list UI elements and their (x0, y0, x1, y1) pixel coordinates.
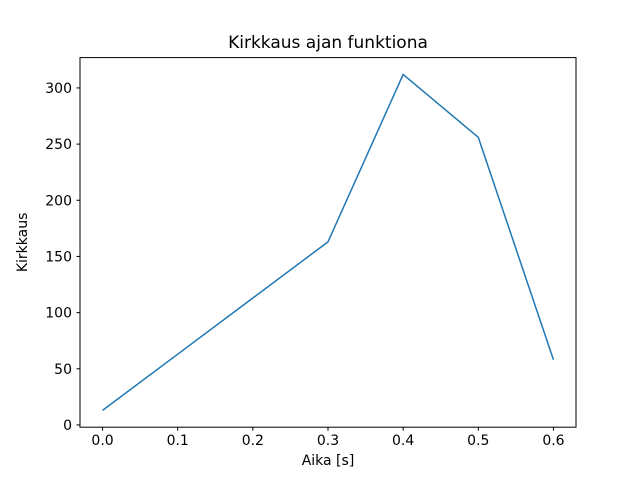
y-tick-label: 100 (45, 306, 72, 322)
x-tick-label: 0.4 (392, 433, 414, 449)
x-tick-label: 0.5 (467, 433, 489, 449)
x-axis-label: Aika [s] (302, 453, 355, 469)
series-layer (102, 73, 555, 411)
x-tick-label: 0.0 (91, 433, 113, 449)
y-tick-label: 50 (54, 362, 72, 378)
x-tick-label: 0.3 (317, 433, 339, 449)
x-tick-label: 0.1 (167, 433, 189, 449)
y-tick-label: 250 (45, 137, 72, 153)
chart-title: Kirkkaus ajan funktiona (228, 33, 428, 53)
y-tick-label: 150 (45, 249, 72, 265)
ticks-layer: 0.0 0.1 0.2 0.3 0.4 0.5 0.6 0 50 100 150 200 250 300 (45, 81, 564, 449)
y-tick-label: 200 (45, 193, 72, 209)
x-tick-label: 0.2 (242, 433, 264, 449)
y-tick-label: 300 (45, 81, 72, 97)
y-tick-label: 0 (63, 418, 72, 434)
x-tick-label: 0.6 (542, 433, 564, 449)
line-series (102, 73, 555, 411)
y-axis-label: Kirkkaus (15, 213, 31, 273)
